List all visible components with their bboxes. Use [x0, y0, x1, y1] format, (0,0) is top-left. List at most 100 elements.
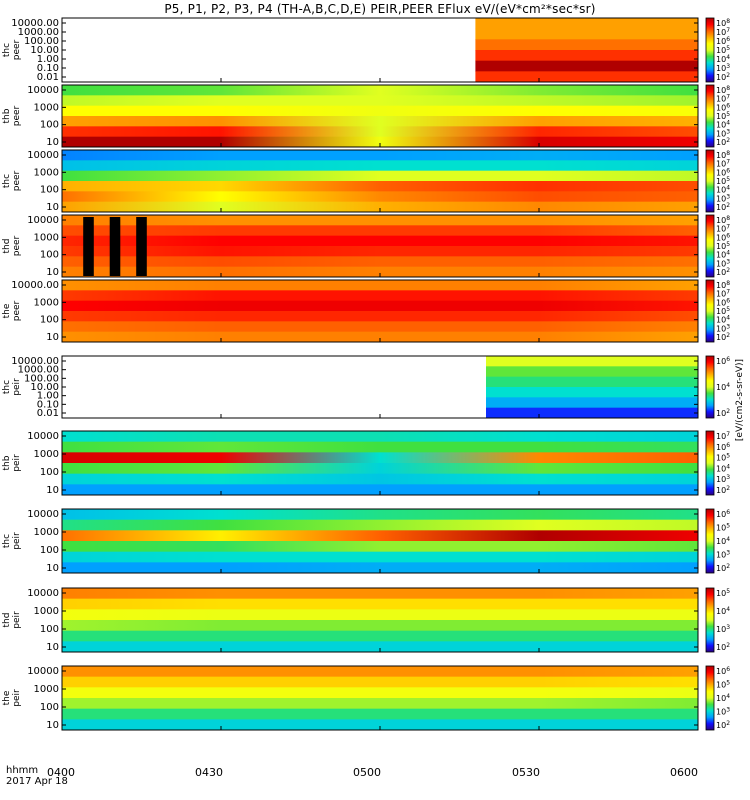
y-tick-label: 1000 [34, 232, 59, 243]
colorbar-tick-label: 103 [716, 474, 730, 484]
heatmap-band [486, 397, 698, 409]
panel-label-species: peer [12, 105, 22, 127]
colorbar-tick-label: 105 [716, 306, 730, 316]
colorbar [705, 279, 715, 343]
colorbar-tick-label: 106 [716, 509, 730, 519]
heatmap-band [62, 191, 698, 203]
heatmap-band [62, 150, 698, 161]
y-tick-label: 10 [46, 485, 59, 496]
heatmap-band [486, 407, 698, 419]
colorbar-tick-label: 106 [716, 36, 730, 46]
heatmap-band [62, 452, 698, 464]
colorbar-tick-label: 107 [716, 289, 730, 299]
heatmap-band [62, 666, 698, 678]
heatmap-band [62, 181, 698, 192]
heatmap-band [62, 588, 698, 600]
colorbar-tick-label: 102 [716, 408, 730, 418]
colorbar-tick-label: 103 [716, 128, 730, 138]
y-tick-label: 100 [40, 250, 59, 261]
panel-label-species: peer [12, 170, 22, 192]
colorbar-tick-label: 107 [716, 431, 730, 441]
heatmap-band [62, 300, 698, 312]
colorbar-tick-label: 106 [716, 666, 730, 676]
heatmap-band [486, 387, 698, 398]
colorbar-tick-label: 102 [716, 485, 730, 495]
heatmap-band [62, 509, 698, 521]
colorbar-tick-label: 104 [716, 250, 730, 260]
colorbar-tick-label: 105 [716, 111, 730, 121]
colorbar-tick-label: 103 [716, 193, 730, 203]
panel-label-probe: thb [2, 455, 12, 471]
colorbar-tick-label: 107 [716, 224, 730, 234]
panel-label-probe: thc [2, 533, 12, 549]
y-tick-label: 10000 [27, 215, 59, 226]
heatmap-band [62, 463, 698, 475]
heatmap-band [62, 441, 698, 453]
y-tick-label: 10000.00 [11, 280, 59, 291]
colorbar-tick-label: 108 [716, 85, 730, 95]
heatmap-band [62, 562, 698, 574]
colorbar-tick-label: 102 [716, 563, 730, 573]
y-tick-label: 10 [46, 332, 59, 343]
y-tick-label: 10 [46, 137, 59, 148]
panel-label: thb peer [2, 86, 22, 146]
heatmap-band [475, 60, 698, 72]
heatmap-band [62, 311, 698, 322]
heatmap-band [62, 598, 698, 610]
x-tick-label: 0530 [512, 766, 540, 779]
axis-ticks-layer: 10000.001000.00100.0010.001.000.100.0110… [11, 18, 699, 731]
y-tick-label: 100.00 [24, 36, 59, 47]
colorbar-tick-label: 108 [716, 150, 730, 160]
figure-title: P5, P1, P2, P3, P4 (TH-A,B,C,D,E) PEIR,P… [164, 2, 596, 16]
heatmap-band [62, 225, 698, 237]
y-tick-label: 10000 [27, 431, 59, 442]
colorbar-tick-label: 105 [716, 241, 730, 251]
heatmap-band [475, 50, 698, 62]
colorbar-tick-label: 106 [716, 232, 730, 242]
panel-label: the peir [2, 668, 22, 728]
heatmap-band [62, 698, 698, 710]
colorbars-layer: 1081071061051041031021081071061051041031… [705, 17, 730, 731]
colorbar-tick-label: 105 [716, 680, 730, 690]
colorbar [705, 84, 715, 148]
colorbar-tick-label: 106 [716, 442, 730, 452]
colorbar-tick-label: 103 [716, 707, 730, 717]
y-tick-label: 10 [46, 202, 59, 213]
date-label: 2017 Apr 18 [6, 776, 68, 787]
panel-label-probe: thc [2, 173, 12, 189]
y-tick-label: 100 [40, 702, 59, 713]
panel-label-probe: thc [2, 379, 12, 395]
panel-label-probe: the [2, 690, 12, 706]
heatmap-band [62, 266, 698, 278]
y-tick-label: 10.00 [30, 45, 59, 56]
data-gap [83, 217, 94, 276]
heatmap-band [62, 641, 698, 653]
colorbar-tick-label: 104 [716, 185, 730, 195]
y-tick-label: 1000 [34, 684, 59, 695]
heatmap-band [62, 473, 698, 485]
colorbar-tick-label: 107 [716, 159, 730, 169]
y-tick-label: 0.10 [37, 399, 59, 410]
heatmap-band [62, 687, 698, 699]
y-tick-label: 1000 [34, 297, 59, 308]
y-tick-label: 0.01 [37, 72, 59, 83]
y-tick-label: 1000 [34, 102, 59, 113]
colorbar [705, 214, 715, 278]
y-tick-label: 1.00 [37, 391, 59, 402]
colorbar-tick-label: 103 [716, 323, 730, 333]
y-tick-label: 1000 [34, 449, 59, 460]
y-tick-label: 1000 [34, 167, 59, 178]
colorbar-tick-label: 103 [716, 63, 730, 73]
y-tick-label: 100 [40, 315, 59, 326]
y-tick-label: 10000 [27, 150, 59, 161]
colorbar-tick-label: 102 [716, 332, 730, 342]
colorbar [705, 430, 715, 496]
x-tick-label: 0430 [195, 766, 223, 779]
y-tick-label: 100.00 [24, 373, 59, 384]
heatmap-band [62, 290, 698, 302]
panel-label: thc peer [2, 20, 22, 80]
panel-label-species: peer [12, 235, 22, 257]
colorbar-tick-label: 104 [716, 463, 730, 473]
y-tick-label: 10000 [27, 85, 59, 96]
